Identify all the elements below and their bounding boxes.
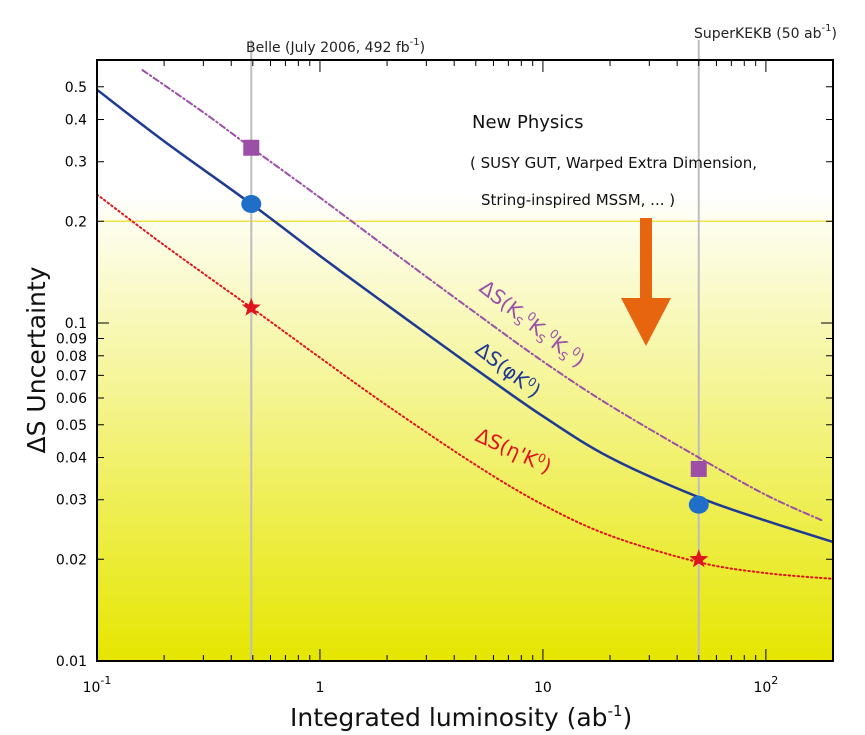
new-physics-line2: String-inspired MSSM, ... ) — [481, 191, 675, 209]
marker-square-0-0 — [243, 139, 260, 156]
marker-star-2-1 — [689, 549, 709, 568]
y-axis-title: ΔS Uncertainty — [22, 266, 51, 453]
y-tick-label: 0.1 — [65, 316, 87, 332]
tick-layer — [96, 60, 834, 662]
y-tick-label: 0.09 — [56, 331, 87, 347]
y-tick-label: 0.4 — [65, 113, 87, 129]
belle-label: Belle (July 2006, 492 fb-1) — [246, 37, 425, 56]
x-tick-label: 1 — [315, 680, 324, 696]
x-tick-label: 102 — [753, 674, 778, 696]
marker-square-0-1 — [690, 460, 707, 477]
x-axis-title: Integrated luminosity (ab-1) — [290, 702, 632, 732]
y-tick-label: 0.5 — [65, 80, 87, 96]
y-tick-label: 0.07 — [56, 368, 87, 384]
y-tick-label: 0.04 — [56, 451, 87, 467]
y-tick-label: 0.3 — [65, 155, 87, 171]
down-arrow-icon — [621, 218, 671, 346]
plot-frame — [96, 59, 834, 662]
marker-star-2-0 — [241, 297, 261, 316]
series-line-2 — [97, 193, 833, 580]
tick-labels: 0.5 0.4 0.3 0.2 0.10.09 0.08 0.07 0.06 0.05 0.04 0… — [56, 80, 778, 696]
y-tick-label: 0.01 — [56, 654, 87, 670]
new-physics-title: New Physics — [472, 112, 584, 133]
new-physics-line1: ( SUSY GUT, Warped Extra Dimension, — [470, 154, 757, 172]
x-tick-label: 10-1 — [83, 674, 112, 696]
marker-circle-1-0 — [241, 194, 262, 213]
marker-layer — [241, 139, 709, 568]
y-tick-label: 0.05 — [56, 418, 87, 434]
y-tick-label: 0.08 — [56, 349, 87, 365]
y-tick-label: 0.02 — [56, 552, 87, 568]
x-tick-label: 10 — [534, 680, 552, 696]
series-line-1 — [97, 88, 833, 544]
marker-circle-1-1 — [688, 495, 709, 514]
superkekb-label: SuperKEKB (50 ab-1) — [694, 23, 837, 42]
y-tick-label: 0.2 — [65, 214, 87, 230]
y-tick-label: 0.03 — [56, 493, 87, 509]
y-tick-label: 0.06 — [56, 391, 87, 407]
